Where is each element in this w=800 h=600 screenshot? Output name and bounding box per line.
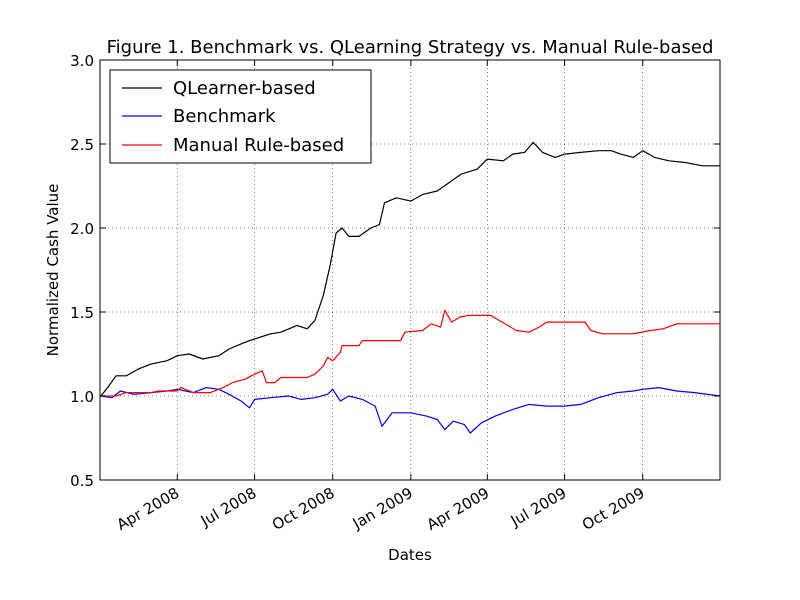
- series-line-qlearner: [100, 141, 720, 397]
- plot-frame: [99, 59, 721, 481]
- y-axis-label: Normalized Cash Value: [44, 184, 62, 357]
- series-layer: [100, 141, 721, 434]
- chart-title: Figure 1. Benchmark vs. QLearning Strate…: [107, 37, 714, 58]
- y-tick-label: 2.0: [70, 220, 94, 238]
- x-axis-label: Dates: [388, 546, 432, 564]
- series-line-benchmark: [100, 387, 721, 434]
- y-tick-label: 1.0: [70, 388, 94, 406]
- legend-label-manual: Manual Rule-based: [173, 135, 344, 156]
- y-axis: 0.5 1.0 1.5 2.0 2.5 3.0: [70, 52, 720, 490]
- y-tick-label: 0.5: [70, 472, 94, 490]
- legend-label-benchmark: Benchmark: [173, 106, 276, 127]
- legend: QLearner-based Benchmark Manual Rule-bas…: [109, 69, 372, 164]
- y-tick-label: 2.5: [70, 136, 94, 154]
- y-tick-label: 1.5: [70, 304, 94, 322]
- series-line-manual: [100, 309, 720, 397]
- y-tick-label: 3.0: [70, 52, 94, 70]
- legend-label-qlearner: QLearner-based: [173, 78, 316, 99]
